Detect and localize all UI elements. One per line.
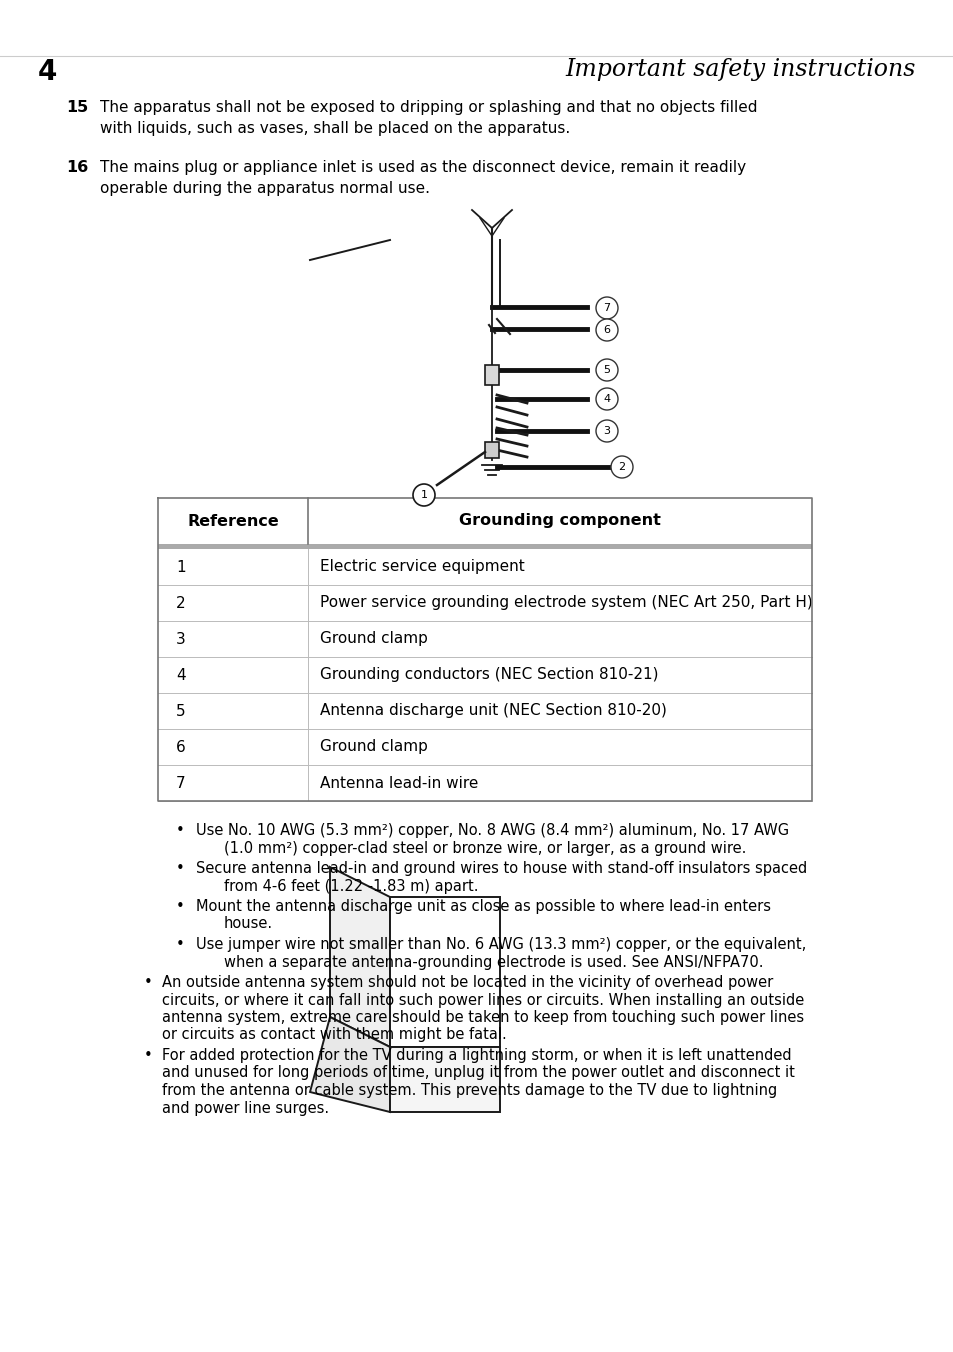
Text: Antenna discharge unit (NEC Section 810-20): Antenna discharge unit (NEC Section 810-… [319, 703, 666, 718]
Text: Grounding component: Grounding component [458, 514, 660, 529]
Polygon shape [330, 867, 390, 1046]
Text: 4: 4 [175, 668, 186, 683]
Text: •: • [144, 975, 152, 990]
Text: when a separate antenna-grounding electrode is used. See ANSI/NFPA70.: when a separate antenna-grounding electr… [224, 955, 762, 969]
Text: Use No. 10 AWG (5.3 mm²) copper, No. 8 AWG (8.4 mm²) aluminum, No. 17 AWG: Use No. 10 AWG (5.3 mm²) copper, No. 8 A… [195, 823, 788, 838]
Text: The mains plug or appliance inlet is used as the disconnect device, remain it re: The mains plug or appliance inlet is use… [100, 160, 745, 196]
Circle shape [596, 388, 618, 410]
Text: 1: 1 [175, 560, 186, 575]
Text: The apparatus shall not be exposed to dripping or splashing and that no objects : The apparatus shall not be exposed to dr… [100, 100, 757, 137]
Circle shape [413, 484, 435, 506]
Text: Grounding conductors (NEC Section 810-21): Grounding conductors (NEC Section 810-21… [319, 668, 658, 683]
Text: antenna system, extreme care should be taken to keep from touching such power li: antenna system, extreme care should be t… [162, 1010, 803, 1025]
Text: •: • [175, 899, 184, 914]
Text: 6: 6 [603, 324, 610, 335]
Text: Electric service equipment: Electric service equipment [319, 560, 524, 575]
Text: from the antenna or cable system. This prevents damage to the TV due to lightnin: from the antenna or cable system. This p… [162, 1083, 777, 1098]
Polygon shape [390, 896, 499, 1046]
Circle shape [596, 297, 618, 319]
Text: An outside antenna system should not be located in the vicinity of overhead powe: An outside antenna system should not be … [162, 975, 773, 990]
Text: 3: 3 [603, 426, 610, 435]
Text: For added protection for the TV during a lightning storm, or when it is left una: For added protection for the TV during a… [162, 1048, 791, 1063]
Text: Ground clamp: Ground clamp [319, 631, 428, 646]
Text: 5: 5 [603, 365, 610, 375]
Bar [158, 498, 811, 544]
Text: •: • [175, 823, 184, 838]
Text: Use jumper wire not smaller than No. 6 AWG (13.3 mm²) copper, or the equivalent,: Use jumper wire not smaller than No. 6 A… [195, 937, 805, 952]
Text: 7: 7 [603, 303, 610, 314]
Text: •: • [144, 1048, 152, 1063]
Circle shape [610, 456, 633, 479]
Text: and unused for long periods of time, unplug it from the power outlet and disconn: and unused for long periods of time, unp… [162, 1065, 794, 1080]
Text: 4: 4 [38, 58, 57, 87]
Text: 3: 3 [175, 631, 186, 646]
Polygon shape [310, 1017, 390, 1111]
Text: or circuits as contact with them might be fatal.: or circuits as contact with them might b… [162, 1028, 506, 1042]
Bar [158, 544, 811, 549]
Text: from 4-6 feet (1.22 -1.83 m) apart.: from 4-6 feet (1.22 -1.83 m) apart. [224, 879, 478, 894]
Text: 7: 7 [175, 776, 186, 791]
Text: 2: 2 [175, 595, 186, 611]
Text: 16: 16 [66, 160, 88, 174]
Polygon shape [390, 1046, 499, 1111]
Text: 6: 6 [175, 740, 186, 754]
Circle shape [596, 360, 618, 381]
Text: and power line surges.: and power line surges. [162, 1101, 329, 1115]
Bar [484, 365, 498, 385]
Text: •: • [175, 861, 184, 876]
Bar [484, 442, 498, 458]
Text: 15: 15 [66, 100, 88, 115]
Text: circuits, or where it can fall into such power lines or circuits. When installin: circuits, or where it can fall into such… [162, 992, 803, 1007]
Text: house.: house. [224, 917, 273, 932]
Text: Secure antenna lead-in and ground wires to house with stand-off insulators space: Secure antenna lead-in and ground wires … [195, 861, 806, 876]
Text: •: • [175, 937, 184, 952]
Text: Important safety instructions: Important safety instructions [565, 58, 915, 81]
Text: Mount the antenna discharge unit as close as possible to where lead-in enters: Mount the antenna discharge unit as clos… [195, 899, 770, 914]
Text: Ground clamp: Ground clamp [319, 740, 428, 754]
Text: Power service grounding electrode system (NEC Art 250, Part H): Power service grounding electrode system… [319, 595, 812, 611]
Text: Reference: Reference [187, 514, 278, 529]
Circle shape [596, 420, 618, 442]
Circle shape [596, 319, 618, 341]
Text: 5: 5 [175, 703, 186, 718]
Text: (1.0 mm²) copper-clad steel or bronze wire, or larger, as a ground wire.: (1.0 mm²) copper-clad steel or bronze wi… [224, 841, 745, 856]
Text: 1: 1 [420, 489, 427, 500]
Text: Antenna lead-in wire: Antenna lead-in wire [319, 776, 477, 791]
Text: 4: 4 [603, 393, 610, 404]
Text: 2: 2 [618, 462, 625, 472]
